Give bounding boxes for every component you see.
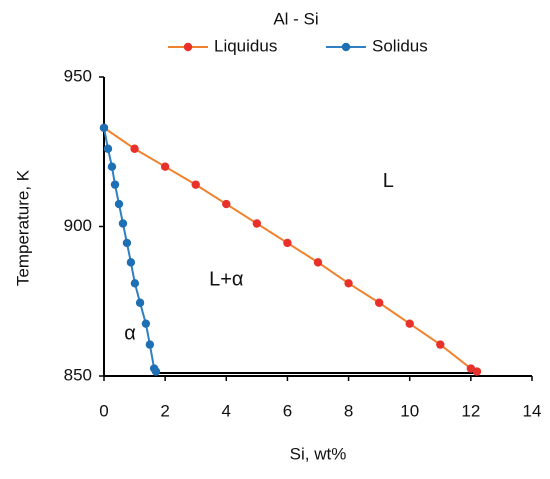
region-label: L <box>383 170 394 192</box>
point <box>122 238 132 248</box>
point <box>118 219 128 228</box>
point <box>405 319 414 328</box>
point <box>472 367 482 376</box>
point <box>160 162 170 171</box>
x-axis-label: Si, wt% <box>290 444 347 463</box>
point <box>252 219 262 228</box>
point <box>130 144 139 153</box>
point <box>222 199 231 209</box>
point <box>313 258 323 267</box>
chart-title: Al - Si <box>273 9 318 28</box>
point <box>283 238 292 248</box>
x-tick-label: 12 <box>461 401 480 420</box>
y-axis-label: Temperature, K <box>13 169 32 286</box>
point <box>191 180 200 189</box>
region-label: L+α <box>209 269 243 291</box>
x-tick-label: 6 <box>283 401 292 420</box>
x-tick-label: 10 <box>400 401 419 420</box>
x-tick-label: 8 <box>344 401 353 420</box>
point <box>436 340 445 349</box>
point <box>374 298 384 307</box>
y-tick-label: 950 <box>64 66 92 85</box>
point <box>126 258 136 267</box>
y-tick-label: 850 <box>64 365 92 384</box>
x-tick-label: 14 <box>523 401 542 420</box>
point <box>103 144 113 153</box>
point <box>99 123 109 133</box>
point <box>141 319 151 328</box>
point <box>344 279 353 288</box>
point <box>114 199 124 209</box>
legend-marker <box>183 42 193 52</box>
y-tick-label: 900 <box>64 216 92 235</box>
point <box>151 367 161 376</box>
point <box>110 180 120 189</box>
point <box>145 340 155 349</box>
series-line <box>103 127 478 373</box>
legend-label: Liquidus <box>214 36 277 55</box>
legend-label: Solidus <box>372 36 428 55</box>
point <box>130 279 140 288</box>
x-tick-label: 2 <box>160 401 169 420</box>
region-label: α <box>124 322 136 344</box>
x-tick-label: 0 <box>99 401 108 420</box>
x-tick-label: 4 <box>222 401 231 420</box>
point <box>107 162 117 171</box>
point <box>135 298 145 307</box>
legend-marker <box>341 42 351 52</box>
